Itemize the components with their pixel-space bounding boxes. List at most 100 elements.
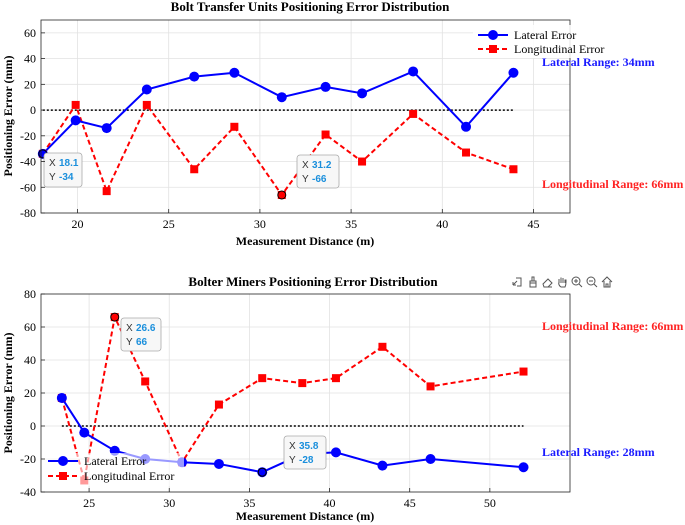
lateral-point[interactable]: [213, 458, 224, 469]
legend-entry-lateral[interactable]: Lateral Error: [478, 28, 576, 42]
y-tick-label: -20: [20, 129, 36, 143]
y-tick-labels: -40 -20 0 20 40 60 80: [20, 287, 36, 499]
longitudinal-point[interactable]: [378, 342, 387, 351]
legend-label: Lateral Error: [84, 454, 146, 468]
longitudinal-point[interactable]: [409, 109, 418, 118]
lateral-point[interactable]: [229, 67, 240, 78]
series-line-lateral: [42, 70, 515, 155]
legend[interactable]: Lateral Error Longitudinal Error: [473, 25, 611, 58]
home-icon[interactable]: [601, 276, 613, 288]
datatip[interactable]: X 18.1 Y -34: [43, 152, 83, 188]
lateral-point[interactable]: [408, 66, 419, 77]
y-axis-label: Positioning Error (mm): [1, 333, 15, 454]
longitudinal-point[interactable]: [519, 367, 528, 376]
lateral-point[interactable]: [377, 460, 388, 471]
datatip-anchor: [277, 190, 287, 200]
x-tick-label: 45: [528, 217, 540, 231]
datatip[interactable]: X 26.6 Y 66: [120, 317, 162, 352]
datatip-x-value: 26.6: [136, 323, 156, 334]
zoom-in-icon[interactable]: [571, 276, 583, 288]
longitudinal-point[interactable]: [71, 100, 80, 109]
x-tick-label: 25: [163, 217, 175, 231]
chart-title: Bolt Transfer Units Positioning Error Di…: [171, 0, 450, 14]
lateral-point[interactable]: [508, 67, 519, 78]
x-tick-labels: 20 25 30 35 40 45: [71, 217, 539, 231]
legend-box: [44, 453, 184, 486]
export-icon[interactable]: [512, 277, 522, 287]
lateral-point[interactable]: [79, 427, 90, 438]
lateral-point[interactable]: [320, 81, 331, 92]
lateral-point[interactable]: [101, 123, 112, 134]
longitudinal-point[interactable]: [358, 157, 367, 166]
y-tick-label: -60: [20, 180, 36, 194]
y-tick-label: 20: [24, 386, 36, 400]
chart-bolt-transfer-units: Bolt Transfer Units Positioning Error Di…: [1, 0, 683, 248]
longitudinal-point[interactable]: [426, 382, 435, 391]
series-line-lateral: [61, 397, 524, 474]
legend-entry-longitudinal[interactable]: Longitudinal Error: [478, 42, 604, 56]
longitudinal-point[interactable]: [214, 400, 223, 409]
lateral-point[interactable]: [257, 467, 268, 478]
x-tick-label: 40: [324, 496, 336, 510]
lateral-point[interactable]: [518, 462, 529, 473]
pan-icon[interactable]: [558, 277, 567, 288]
longitudinal-point[interactable]: [298, 379, 307, 388]
lateral-point[interactable]: [141, 84, 152, 95]
lateral-point[interactable]: [357, 88, 368, 99]
y-tick-label: -40: [20, 155, 36, 169]
lateral-point[interactable]: [56, 392, 67, 403]
legend[interactable]: Lateral Error Longitudinal Error: [44, 453, 184, 486]
brush-icon[interactable]: [529, 276, 537, 288]
y-tick-label: 0: [30, 419, 36, 433]
lateral-point[interactable]: [189, 71, 200, 82]
longitudinal-point[interactable]: [331, 374, 340, 383]
y-tick-label: 60: [24, 26, 36, 40]
y-tick-label: 60: [24, 320, 36, 334]
y-axis-label: Positioning Error (mm): [1, 56, 15, 177]
legend-entry-lateral[interactable]: Lateral Error: [48, 454, 146, 468]
longitudinal-point[interactable]: [141, 377, 150, 386]
datatip[interactable]: X 35.8 Y -28: [283, 435, 327, 470]
legend-label: Longitudinal Error: [514, 42, 604, 56]
y-tick-label: -20: [20, 452, 36, 466]
lateral-point[interactable]: [330, 447, 341, 458]
y-tick-label: 80: [24, 287, 36, 301]
x-tick-label: 45: [404, 496, 416, 510]
chart-title: Bolter Miners Positioning Error Distribu…: [188, 274, 438, 289]
legend-entry-longitudinal[interactable]: Longitudinal Error: [48, 469, 174, 483]
datatip-y-value: -66: [312, 174, 327, 185]
x-tick-label: 20: [71, 217, 83, 231]
datatip-x-label: X: [289, 441, 296, 452]
longitudinal-point[interactable]: [321, 130, 330, 139]
datatip-anchor: [257, 467, 267, 477]
lateral-point[interactable]: [425, 454, 436, 464]
longitudinal-point[interactable]: [277, 190, 286, 199]
lateral-point[interactable]: [461, 121, 472, 132]
y-tick-labels: -80 -60 -40 -20 0 20 40 60: [20, 26, 36, 220]
lateral-point[interactable]: [276, 92, 287, 103]
lateral-range-annotation: Lateral Range: 34mm: [542, 55, 655, 69]
datatip-x-value: 35.8: [299, 441, 319, 452]
longitudinal-point[interactable]: [142, 100, 151, 109]
longitudinal-point[interactable]: [230, 122, 239, 131]
y-tick-label: 0: [30, 103, 36, 117]
axes-toolbar: [512, 276, 613, 288]
longitudinal-point[interactable]: [110, 313, 119, 322]
datatip-y-label: Y: [49, 172, 56, 183]
datatip-y-label: Y: [289, 455, 296, 466]
x-axis-label: Measurement Distance (m): [236, 234, 374, 248]
lateral-point[interactable]: [70, 115, 81, 126]
zoom-out-icon[interactable]: [586, 276, 598, 288]
y-tick-label: 40: [24, 353, 36, 367]
eraser-icon[interactable]: [542, 278, 553, 288]
datatip[interactable]: X 31.2 Y -66: [296, 154, 340, 189]
longitudinal-point[interactable]: [509, 165, 518, 174]
longitudinal-point[interactable]: [258, 374, 267, 383]
legend-label: Longitudinal Error: [84, 469, 174, 483]
longitudinal-point[interactable]: [462, 148, 471, 157]
longitudinal-point[interactable]: [102, 187, 111, 196]
datatip-y-label: Y: [302, 174, 309, 185]
legend-circle-marker: [488, 30, 498, 40]
longitudinal-point[interactable]: [190, 165, 199, 174]
